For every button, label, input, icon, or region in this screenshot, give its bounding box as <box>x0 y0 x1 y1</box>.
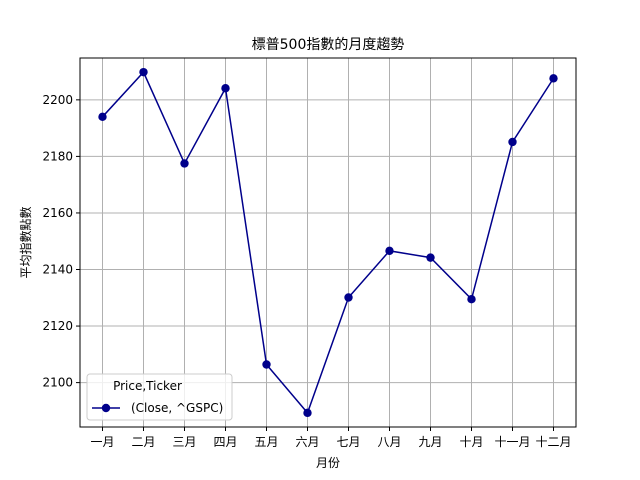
x-tick-label: 八月 <box>377 435 401 449</box>
y-tick-label: 2160 <box>42 206 73 220</box>
y-tick-label: 2140 <box>42 263 73 277</box>
x-tick-label: 九月 <box>418 435 442 449</box>
x-tick-label: 一月 <box>90 435 114 449</box>
data-point <box>139 67 148 77</box>
y-tick-label: 2100 <box>42 376 73 390</box>
x-tick-label: 三月 <box>172 435 196 449</box>
data-point <box>180 159 189 168</box>
series-line <box>101 70 555 415</box>
axes: 一月 二月 三月 四月 五月 六月 七月 八月 九月 十月 十一月 十二月 2100 2120 2140 21… <box>42 57 577 449</box>
legend-title: Price,Ticker <box>113 379 182 393</box>
data-point <box>303 408 312 418</box>
x-tick-label: 十一月 <box>494 435 530 449</box>
y-tick-label: 2180 <box>42 149 73 163</box>
chart-title: 標普500指數的月度趨勢 <box>252 37 405 53</box>
data-point <box>549 74 558 83</box>
data-point <box>508 137 517 147</box>
series-layer <box>98 67 558 418</box>
y-axis-label: 平均指數點數 <box>18 206 33 278</box>
legend-series-label: (Close, ^GSPC) <box>131 401 223 415</box>
x-tick-label: 六月 <box>295 435 319 449</box>
data-point <box>467 294 476 304</box>
x-tick-label: 五月 <box>254 435 278 449</box>
data-point <box>344 293 353 302</box>
legend-marker-swatch <box>101 403 111 413</box>
y-tick-label: 2200 <box>42 93 73 107</box>
legend: Price,Ticker (Close, ^GSPC) <box>86 373 233 421</box>
y-tick-label: 2120 <box>42 319 73 333</box>
x-tick-label: 二月 <box>131 435 155 449</box>
data-point <box>385 246 394 256</box>
data-point <box>221 84 230 93</box>
data-point <box>262 360 271 369</box>
x-tick-label: 四月 <box>213 435 237 449</box>
x-tick-label: 七月 <box>336 435 360 449</box>
x-tick-label: 十二月 <box>535 435 571 449</box>
plot-frame <box>79 57 577 428</box>
x-tick-label: 十月 <box>459 435 483 449</box>
legend-box <box>86 373 233 421</box>
x-axis-label: 月份 <box>316 456 340 470</box>
data-point <box>98 112 107 122</box>
grid <box>80 58 576 427</box>
data-point <box>426 253 435 262</box>
